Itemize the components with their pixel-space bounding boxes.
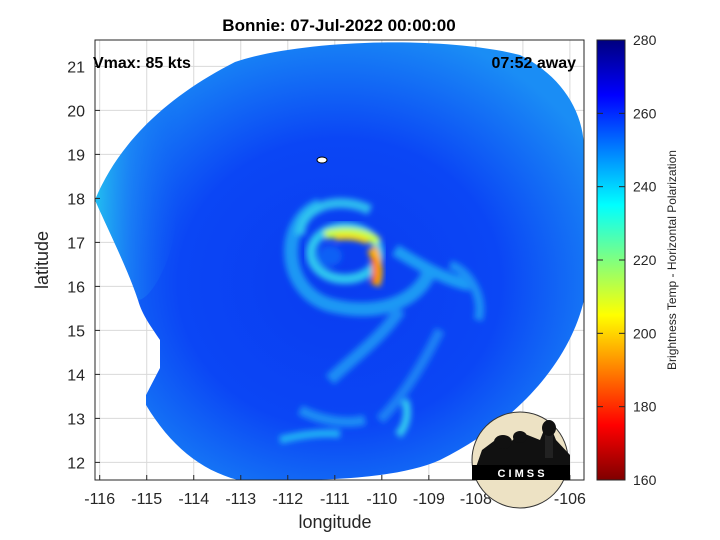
time-away-label: 07:52 away (491, 55, 576, 72)
colorbar-tick-label: 200 (633, 325, 657, 341)
cimss-logo-text: C I M S S (497, 468, 544, 480)
axes-frame (94, 39, 585, 481)
colorbar-tick-label: 280 (633, 32, 657, 48)
x-tick-label: -106 (554, 491, 586, 508)
y-tick-label: 17 (67, 235, 85, 252)
x-tick-label: -111 (320, 491, 350, 508)
x-tick-label: -116 (84, 491, 115, 508)
colorbar-tick-label: 240 (633, 179, 657, 195)
x-tick-label: -110 (366, 491, 397, 508)
y-tick-label: 21 (67, 59, 85, 76)
colorbar-ticks: 160 180 200 220 240 260 280 (597, 32, 657, 488)
colorbar-tick-label: 180 (633, 399, 657, 415)
y-tick-label: 13 (67, 411, 85, 428)
x-tick-label: -113 (225, 491, 256, 508)
y-axis-ticks: 12 13 14 15 16 17 18 19 20 21 (67, 59, 100, 472)
eyewall (306, 222, 384, 287)
y-tick-label: 16 (67, 279, 85, 296)
x-tick-label: -115 (131, 491, 162, 508)
y-tick-label: 12 (67, 455, 85, 472)
island-outline (316, 156, 328, 164)
y-tick-label: 15 (67, 323, 85, 340)
x-tick-label: -112 (272, 491, 303, 508)
colorbar-tick-label: 260 (633, 105, 657, 121)
colorbar-tick-label: 160 (633, 472, 657, 488)
colorbar-label: Brightness Temp - Horizontal Polarizatio… (665, 150, 679, 370)
y-axis-label: latitude (32, 231, 52, 289)
vmax-label: Vmax: 85 kts (93, 55, 191, 72)
brightness-temperature-image (95, 42, 584, 480)
chart-title: Bonnie: 07-Jul-2022 00:00:00 (222, 16, 455, 35)
x-tick-label: -109 (413, 491, 445, 508)
y-tick-label: 18 (67, 191, 85, 208)
y-tick-label: 14 (67, 367, 85, 384)
spiral-bands (279, 198, 485, 444)
x-tick-label: -108 (460, 491, 492, 508)
x-axis-label: longitude (298, 512, 371, 532)
cimss-logo: C I M S S (471, 411, 570, 509)
colorbar-tick-label: 220 (633, 252, 657, 268)
y-tick-label: 19 (67, 147, 85, 164)
swath-west-edge (95, 62, 235, 300)
x-tick-label: -114 (178, 491, 209, 508)
y-tick-label: 20 (67, 103, 85, 120)
